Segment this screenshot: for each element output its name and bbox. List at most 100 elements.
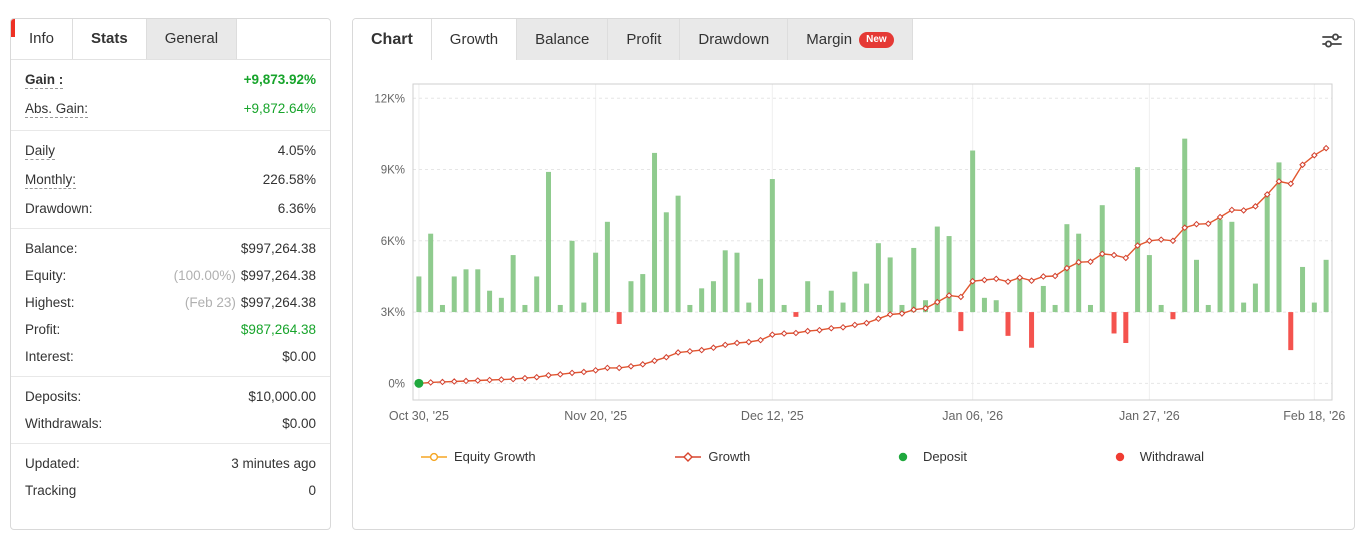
stat-label-highest: Highest: xyxy=(25,295,75,310)
tab-label: Margin xyxy=(806,30,853,48)
tab-profit[interactable]: Profit xyxy=(608,19,681,60)
stat-label-withdrawals: Withdrawals: xyxy=(25,416,103,431)
tab-general[interactable]: General xyxy=(146,19,238,59)
stat-value: 0 xyxy=(308,483,316,498)
tab-margin[interactable]: Margin New xyxy=(788,19,913,60)
stat-group: Deposits: $10,000.00 Withdrawals: $0.00 xyxy=(11,376,330,443)
stat-group: Gain : +9,873.92% Abs. Gain: +9,872.64% xyxy=(11,60,330,130)
stat-group: Updated: 3 minutes ago Tracking 0 xyxy=(11,443,330,510)
legend-label: Equity Growth xyxy=(454,449,536,464)
stat-value-text: 4.05% xyxy=(277,143,316,158)
svg-text:Nov 20, '25: Nov 20, '25 xyxy=(564,409,627,423)
stat-value: 3 minutes ago xyxy=(231,456,316,471)
stat-row: Equity: (100.00%) $997,264.38 xyxy=(11,262,330,289)
stat-value-text: 3 minutes ago xyxy=(231,456,316,471)
svg-text:12K%: 12K% xyxy=(374,93,405,105)
svg-text:0%: 0% xyxy=(388,378,405,390)
stat-row: Tracking 0 xyxy=(11,477,330,504)
legend-item-equity-growth[interactable]: Equity Growth xyxy=(421,449,536,464)
stat-row: Interest: $0.00 xyxy=(11,343,330,370)
withdrawal-marker-icon xyxy=(1115,452,1124,461)
tab-chart[interactable]: Chart xyxy=(353,19,432,60)
stat-row: Gain : +9,873.92% xyxy=(11,66,330,95)
stat-label-interest: Interest: xyxy=(25,349,74,364)
stat-value-text: $0.00 xyxy=(282,416,316,431)
svg-text:Dec 12, '25: Dec 12, '25 xyxy=(741,409,804,423)
svg-text:Jan 06, '26: Jan 06, '26 xyxy=(942,409,1003,423)
stat-value: 4.05% xyxy=(278,143,316,158)
stat-label-gain[interactable]: Gain : xyxy=(25,72,64,89)
stat-label-daily[interactable]: Daily xyxy=(25,143,56,160)
growth-chart-svg[interactable]: 0% 3K% 6K% 9K% 12K% Oct 30, '25 Nov 20, '25 Dec… xyxy=(361,74,1346,432)
svg-text:Feb 18, '26: Feb 18, '26 xyxy=(1283,409,1345,423)
tab-label: Info xyxy=(29,30,55,47)
legend-label: Growth xyxy=(708,449,751,464)
stat-value: $10,000.00 xyxy=(248,389,316,404)
stat-label-balance: Balance: xyxy=(25,241,78,256)
stat-value: $0.00 xyxy=(282,416,316,431)
tab-label: Growth xyxy=(449,30,499,48)
stat-row: Highest: (Feb 23) $997,264.38 xyxy=(11,289,330,316)
new-badge: New xyxy=(859,31,894,48)
stat-value: 6.36% xyxy=(278,201,316,216)
stats-list: Gain : +9,873.92% Abs. Gain: +9,872.64% Dail… xyxy=(11,60,330,510)
stat-value-prefix: (100.00%) xyxy=(173,268,236,283)
svg-text:9K%: 9K% xyxy=(381,165,405,177)
stat-group: Balance: $997,264.38 Equity: (100.00%) $997,… xyxy=(11,228,330,376)
stat-value-text: 0 xyxy=(308,483,316,498)
stat-value: +9,872.64% xyxy=(244,101,316,116)
stat-value: $0.00 xyxy=(282,349,316,364)
stat-label-drawdown: Drawdown: xyxy=(25,201,93,216)
stat-value-text: $10,000.00 xyxy=(248,389,316,404)
stat-value: $997,264.38 xyxy=(241,241,316,256)
stat-row: Drawdown: 6.36% xyxy=(11,195,330,222)
stat-label-monthly[interactable]: Monthly: xyxy=(25,172,77,189)
stat-label-updated: Updated: xyxy=(25,456,80,471)
tab-label: General xyxy=(164,30,219,47)
legend-item-growth[interactable]: Growth xyxy=(675,449,750,464)
stat-value-text: 226.58% xyxy=(262,172,316,187)
stat-value-text: $997,264.38 xyxy=(240,268,316,283)
stat-row: Updated: 3 minutes ago xyxy=(11,450,330,477)
legend-label: Deposit xyxy=(922,449,968,464)
tab-label: Drawdown xyxy=(698,30,770,48)
legend-item-deposit[interactable]: Deposit xyxy=(890,449,967,464)
chart-panel: Chart Growth Balance Profit Drawdown Margin Ne… xyxy=(352,18,1355,530)
stat-group: Daily 4.05% Monthly: 226.58% Drawdown: 6.36% xyxy=(11,130,330,228)
legend-item-withdrawal[interactable]: Withdrawal xyxy=(1107,449,1204,464)
svg-text:3K%: 3K% xyxy=(381,307,405,319)
tab-drawdown[interactable]: Drawdown xyxy=(680,19,789,60)
stat-value: (100.00%) $997,264.38 xyxy=(174,268,316,283)
chart-area[interactable]: 0% 3K% 6K% 9K% 12K% Oct 30, '25 Nov 20, '25 Dec… xyxy=(353,60,1354,437)
tab-label: Chart xyxy=(371,30,413,48)
tab-info[interactable]: Info xyxy=(11,19,74,59)
chart-settings-button[interactable] xyxy=(1310,19,1354,60)
stats-panel: Info Stats General Gain : +9,873.92% Abs. Ga… xyxy=(10,18,331,530)
stat-value-text: +9,873.92% xyxy=(243,72,316,87)
stat-value-text: $0.00 xyxy=(282,349,316,364)
tab-stats[interactable]: Stats xyxy=(73,19,147,59)
stat-row: Abs. Gain: +9,872.64% xyxy=(11,95,330,124)
stat-value-text: $987,264.38 xyxy=(240,322,316,337)
tab-balance[interactable]: Balance xyxy=(517,19,609,60)
stat-value-prefix: (Feb 23) xyxy=(184,295,236,310)
tab-growth[interactable]: Growth xyxy=(431,19,518,60)
growth-marker-icon xyxy=(675,451,702,462)
chart-legend: Equity Growth Growth Deposit Withdrawal xyxy=(353,437,1354,464)
stat-row: Balance: $997,264.38 xyxy=(11,235,330,262)
svg-text:Jan 27, '26: Jan 27, '26 xyxy=(1119,409,1180,423)
sliders-icon xyxy=(1322,33,1342,47)
stat-value: +9,873.92% xyxy=(244,72,316,87)
stat-value: (Feb 23) $997,264.38 xyxy=(185,295,316,310)
stat-row: Profit: $987,264.38 xyxy=(11,316,330,343)
stat-label-profit: Profit: xyxy=(25,322,61,337)
stat-row: Monthly: 226.58% xyxy=(11,166,330,195)
stat-value: 226.58% xyxy=(263,172,316,187)
stat-label-abs-gain[interactable]: Abs. Gain: xyxy=(25,101,89,118)
equity-growth-marker-icon xyxy=(421,452,447,461)
legend-label: Withdrawal xyxy=(1139,449,1204,464)
stat-value-text: 6.36% xyxy=(277,201,316,216)
stat-label-deposits: Deposits: xyxy=(25,389,82,404)
stat-label-tracking: Tracking xyxy=(25,483,77,498)
